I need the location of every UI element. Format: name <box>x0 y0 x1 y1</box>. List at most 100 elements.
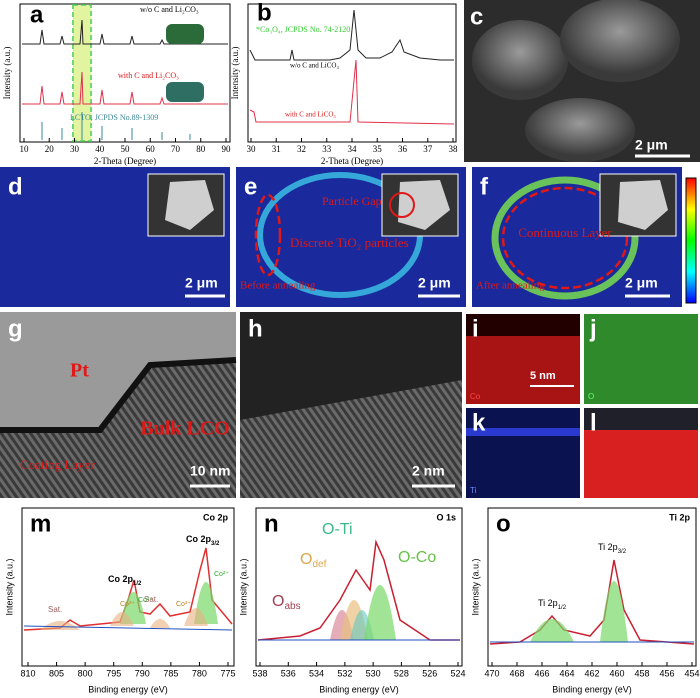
inset-particle <box>618 180 668 230</box>
x-tick-label: 36 <box>398 144 408 154</box>
inset-particle <box>165 180 214 230</box>
highlight <box>389 192 415 218</box>
x-tick-label: 38 <box>449 144 459 154</box>
annotation: Co 2p3/2 <box>186 534 220 546</box>
scale-bar-label: 5 nm <box>530 370 556 382</box>
map-ti <box>466 428 580 436</box>
x-tick-label: 80 <box>196 144 206 154</box>
panel-label: h <box>248 315 263 342</box>
x-tick-label: 37 <box>423 144 433 154</box>
x-tick-label: 34 <box>348 144 358 154</box>
highlight <box>254 193 282 277</box>
eds-maps: i j k l Co O Ti 5 nm <box>466 314 698 498</box>
panel-label: f <box>480 173 489 200</box>
y-axis-label: Intensity (a.u.) <box>470 558 480 615</box>
annotation: O-Ti <box>322 521 353 538</box>
x-tick-label: 468 <box>509 668 524 678</box>
annotation-sub: 3/2 <box>618 549 627 555</box>
panel-label: j <box>589 315 597 342</box>
map-co <box>466 314 580 336</box>
element-label: Ti <box>470 486 477 495</box>
x-tick-label: 20 <box>45 144 55 154</box>
x-tick-label: 454 <box>684 668 699 678</box>
annotation: Co³⁺ <box>176 601 191 608</box>
x-tick-label: 10 <box>20 144 30 154</box>
curve <box>23 547 233 631</box>
baseline <box>23 625 233 631</box>
x-tick-label: 532 <box>337 668 352 678</box>
inset-photo <box>166 82 204 102</box>
curve <box>22 71 228 105</box>
panel-m: m Co 2p Co 2p3/2 Co 2p1/2 Sat. Sat. Co³⁺… <box>4 507 235 694</box>
panel-g: g Pt Bulk LCO Coating Layer 10 nm <box>0 312 237 498</box>
color-bar <box>685 177 697 304</box>
annotation: LCTO, JCPDS No.89-1309 <box>70 113 158 122</box>
x-axis-label: Binding energy (eV) <box>319 684 399 694</box>
y-axis-label: Intensity (a.u.) <box>4 558 14 615</box>
coating-ring <box>491 176 639 300</box>
annotation: Bulk LCO <box>140 418 229 440</box>
x-tick-label: 464 <box>559 668 574 678</box>
annotation: Particle Gap <box>322 194 382 208</box>
annotation: After annealing <box>476 280 545 292</box>
panel-a: a w/o C and Li₂CO₃ with C and Li₂CO₃ LCT… <box>2 1 231 166</box>
element-label: Co <box>470 392 481 401</box>
x-tick-label: 528 <box>394 668 409 678</box>
x-tick-label: 805 <box>49 668 64 678</box>
panel-h: h 2 nm <box>240 312 462 498</box>
x-tick-label: 530 <box>366 668 381 678</box>
annotation: Odef <box>300 551 327 569</box>
spectrum-title: O 1s <box>436 512 456 522</box>
annotation-main: Co 2p <box>108 574 134 584</box>
annotation: Co 2p1/2 <box>108 574 142 586</box>
annotation: Ti 2p3/2 <box>598 542 627 554</box>
annotation: Co³⁺ <box>120 601 135 608</box>
x-tick-label: 524 <box>450 668 465 678</box>
x-axis-label: Binding energy (eV) <box>88 684 168 694</box>
curve <box>249 59 455 125</box>
annotation: Ti 2p1/2 <box>538 598 567 610</box>
y-axis-label: Intensity (a.u.) <box>230 47 240 100</box>
annotation: Before annealing <box>240 280 316 292</box>
annotation-main: Ti 2p <box>538 598 558 608</box>
x-tick-label: 810 <box>20 668 35 678</box>
x-tick-label: 458 <box>634 668 649 678</box>
annotation: Pt <box>70 360 89 382</box>
x-tick-label: 30 <box>70 144 80 154</box>
x-tick-label: 526 <box>422 668 437 678</box>
x-tick-label: 90 <box>222 144 232 154</box>
particle <box>560 0 680 82</box>
x-tick-label: 33 <box>322 144 332 154</box>
frame <box>255 507 463 667</box>
panel-label: e <box>244 173 257 200</box>
scale-bar-label: 10 nm <box>190 463 230 479</box>
panel-label: d <box>8 173 23 200</box>
y-axis-label: Intensity (a.u.) <box>2 47 12 100</box>
bulk-region <box>0 360 236 498</box>
annotation: Co²⁺ <box>214 571 229 578</box>
x-tick-label: 50 <box>121 144 131 154</box>
x-tick-label: 785 <box>163 668 178 678</box>
panel-b: b *Co₃O₄, JCPDS No. 74-2120 w/o C and Li… <box>230 0 457 166</box>
x-tick-label: 32 <box>297 144 306 154</box>
annotation-sub: 1/2 <box>133 581 142 587</box>
y-axis-label: Intensity (a.u.) <box>238 558 248 615</box>
fit-peak <box>530 581 628 642</box>
panel-n: n O 1s O-Ti O-Co Odef Oabs Intensity (a.… <box>238 507 463 694</box>
highlight <box>501 186 629 290</box>
map-ti <box>466 408 580 498</box>
map-o <box>584 314 698 404</box>
x-tick-label: 60 <box>146 144 156 154</box>
annotation: Co²⁺ <box>138 597 153 604</box>
particle <box>472 20 568 100</box>
panel-f: f Continuous Layer After annealing 2 μm <box>472 167 697 307</box>
spectrum-title: Co 2p <box>203 512 229 522</box>
panel-label: g <box>8 315 23 342</box>
scale-bar-label: 2 μm <box>418 275 451 291</box>
x-tick-label: 31 <box>272 144 281 154</box>
annotation-main: O <box>272 593 284 610</box>
frame <box>21 507 235 667</box>
scale-bar-label: 2 μm <box>185 275 218 291</box>
annotation-sub: abs <box>284 601 300 612</box>
